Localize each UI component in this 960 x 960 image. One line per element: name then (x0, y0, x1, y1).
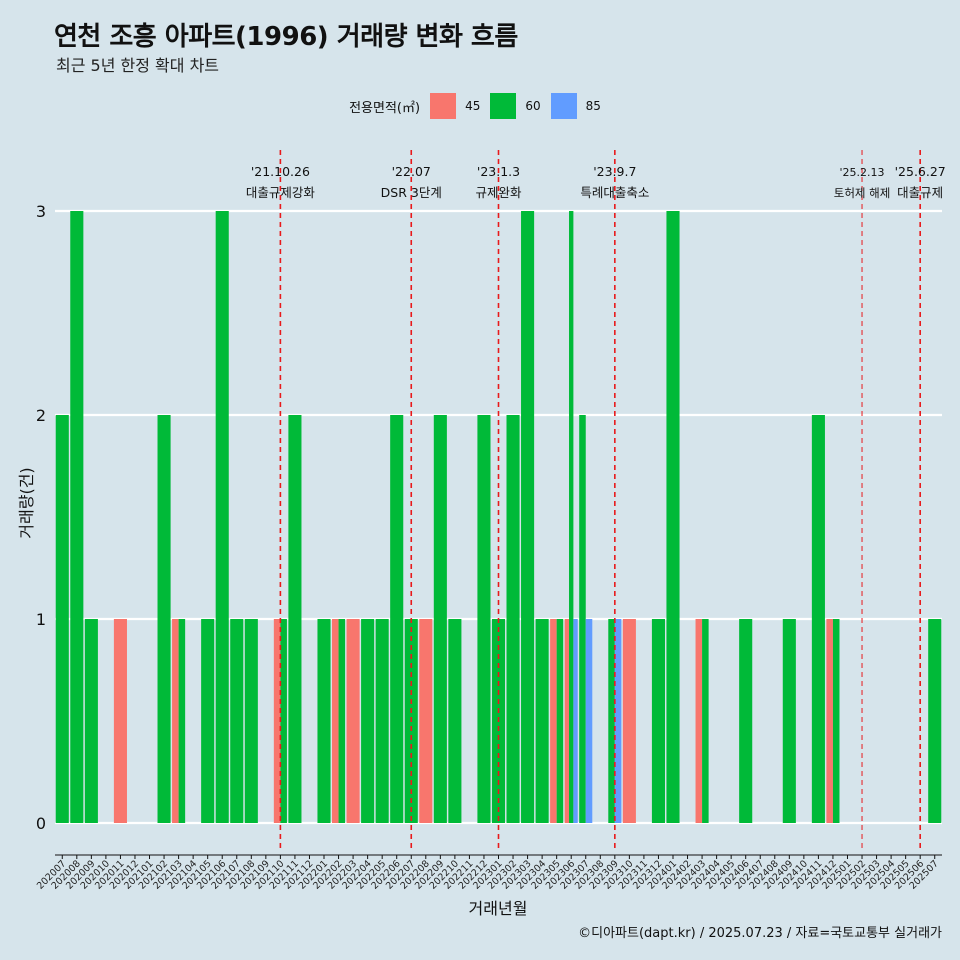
bar-202306-60 (569, 211, 574, 823)
legend-label-85: 85 (585, 99, 601, 113)
bar-202303-60 (521, 211, 535, 823)
bar-202401-60 (666, 211, 680, 823)
event-label-2: 규제완화 (475, 185, 522, 200)
legend-item-45: 45 (430, 93, 480, 119)
bar-202304-60 (535, 619, 549, 823)
event-label-1: DSR 3단계 (381, 185, 442, 200)
bar-202103-60 (178, 619, 186, 823)
event-date-1: '22.07 (392, 164, 431, 179)
y-tick-label-3: 3 (36, 202, 46, 221)
event-annotations: '21.10.26 대출규제강화 '22.07 DSR 3단계 '23.1.3 규제완화 '… (246, 150, 946, 852)
bar-202208-45 (419, 619, 433, 823)
bar-202009-60 (84, 619, 98, 823)
event-label-4: 토허제 해제 (834, 186, 891, 200)
bar-202412-60 (832, 619, 840, 823)
bar-202307-60 (579, 415, 586, 823)
event-label-3: 특례대출축소 (580, 185, 649, 200)
event-label-5: 대출규제 (897, 185, 943, 200)
y-tick-label-2: 2 (36, 406, 46, 425)
bar-202111-60 (288, 415, 302, 823)
bar-202212-60 (477, 415, 491, 823)
bar-202204-60 (361, 619, 375, 823)
legend-item-60: 60 (490, 93, 541, 119)
event-date-2: '23.1.3 (477, 164, 520, 179)
bar-202411-60 (811, 415, 825, 823)
bar-202310-45 (622, 619, 636, 823)
bar-202107-60 (230, 619, 244, 823)
legend-title: 전용면적(㎡) (349, 100, 421, 116)
bar-202110-45 (273, 619, 281, 823)
bar-202412-45 (826, 619, 833, 823)
bar-202007-60 (55, 415, 69, 823)
bar-202202-60 (338, 619, 346, 823)
bar-202108-60 (244, 619, 258, 823)
bar-202201-60 (317, 619, 331, 823)
bar-202105-60 (201, 619, 215, 823)
bar-202309-85 (614, 619, 622, 823)
x-axis-label: 거래년월 (469, 899, 528, 918)
axes: 2020072020082020092020102020112020122021… (35, 854, 942, 892)
bar-202302-60 (506, 415, 520, 823)
bar-202305-45 (550, 619, 557, 823)
bar-202110-60 (280, 619, 287, 823)
legend-swatch-60 (490, 93, 517, 119)
bar-202409-60 (782, 619, 796, 823)
bar-202203-45 (346, 619, 360, 823)
bar-202206-60 (390, 415, 404, 823)
bar-202507-60 (928, 619, 942, 823)
bar-202205-60 (375, 619, 389, 823)
legend-label-45: 45 (465, 99, 481, 113)
chart-title: 연천 조흥 아파트(1996) 거래량 변화 흐름 (54, 22, 518, 52)
event-date-3: '23.9.7 (593, 164, 636, 179)
chart-subtitle: 최근 5년 한정 확대 차트 (56, 56, 220, 75)
event-date-4: '25.2.13 (840, 166, 885, 179)
event-date-0: '21.10.26 (251, 164, 310, 179)
bar-202305-60 (556, 619, 564, 823)
bar-202011-45 (113, 619, 127, 823)
bar-202306-45 (564, 619, 570, 823)
bar-202403-45 (695, 619, 703, 823)
event-label-0: 대출규제강화 (246, 185, 316, 200)
bar-202307-85 (585, 619, 593, 823)
legend-item-85: 85 (550, 93, 601, 119)
bar-202106-60 (215, 211, 229, 823)
y-tick-label-1: 1 (36, 610, 46, 629)
bar-202202-45 (332, 619, 339, 823)
legend-swatch-45 (430, 93, 457, 119)
y-tick-label-0: 0 (36, 814, 46, 833)
bar-202102-60 (157, 415, 171, 823)
bar-202406-60 (739, 619, 753, 823)
bar-202306-85 (573, 619, 578, 823)
bar-202209-60 (433, 415, 447, 823)
bar-202312-60 (651, 619, 665, 823)
bar-202103-45 (172, 619, 179, 823)
bars (55, 211, 942, 823)
bar-202309-60 (608, 619, 615, 823)
bar-202210-60 (448, 619, 462, 823)
source-caption: ©디아파트(dapt.kr) / 2025.07.23 / 자료=국토교통부 실… (578, 926, 942, 941)
legend: 전용면적(㎡) 45 60 85 (0, 93, 960, 119)
bar-202008-60 (70, 211, 84, 823)
legend-label-60: 60 (525, 99, 541, 113)
legend-swatch-85 (550, 93, 577, 119)
y-axis-label: 거래량(건) (17, 467, 36, 538)
bar-202403-60 (702, 619, 709, 823)
event-date-5: '25.6.27 (895, 164, 946, 179)
